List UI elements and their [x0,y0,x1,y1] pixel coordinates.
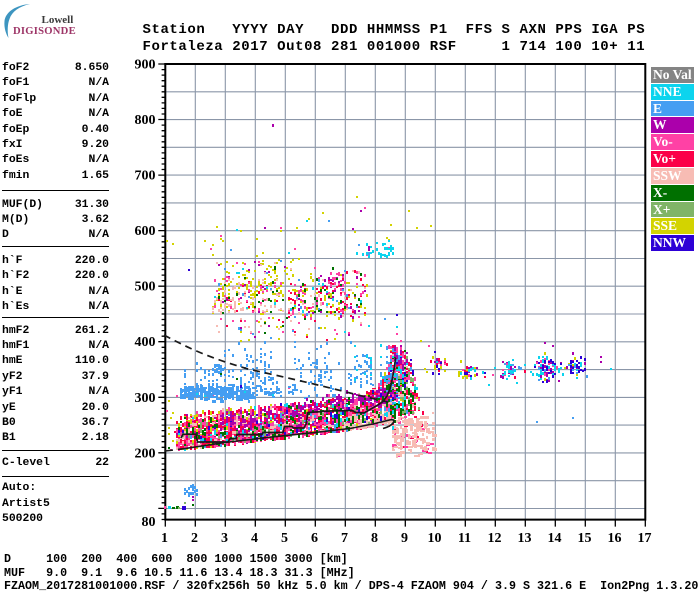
svg-text:600: 600 [135,224,156,239]
svg-text:1: 1 [161,531,168,546]
svg-text:3: 3 [221,531,228,546]
svg-text:500: 500 [135,280,156,295]
svg-text:400: 400 [135,335,156,350]
svg-text:7: 7 [341,531,348,546]
svg-text:800: 800 [135,113,156,128]
svg-text:900: 900 [135,58,156,73]
svg-text:6: 6 [311,531,318,546]
svg-text:700: 700 [135,169,156,184]
svg-text:8: 8 [371,531,378,546]
svg-text:16: 16 [608,531,622,546]
svg-text:80: 80 [142,515,156,530]
svg-text:14: 14 [548,531,562,546]
svg-text:13: 13 [518,531,532,546]
svg-text:9: 9 [401,531,408,546]
svg-text:2: 2 [191,531,198,546]
svg-text:5: 5 [281,531,288,546]
svg-text:200: 200 [135,446,156,461]
svg-text:300: 300 [135,391,156,406]
svg-text:17: 17 [638,531,652,546]
svg-text:12: 12 [488,531,502,546]
svg-text:11: 11 [458,531,471,546]
svg-text:4: 4 [251,531,258,546]
svg-text:10: 10 [428,531,442,546]
svg-text:15: 15 [578,531,592,546]
